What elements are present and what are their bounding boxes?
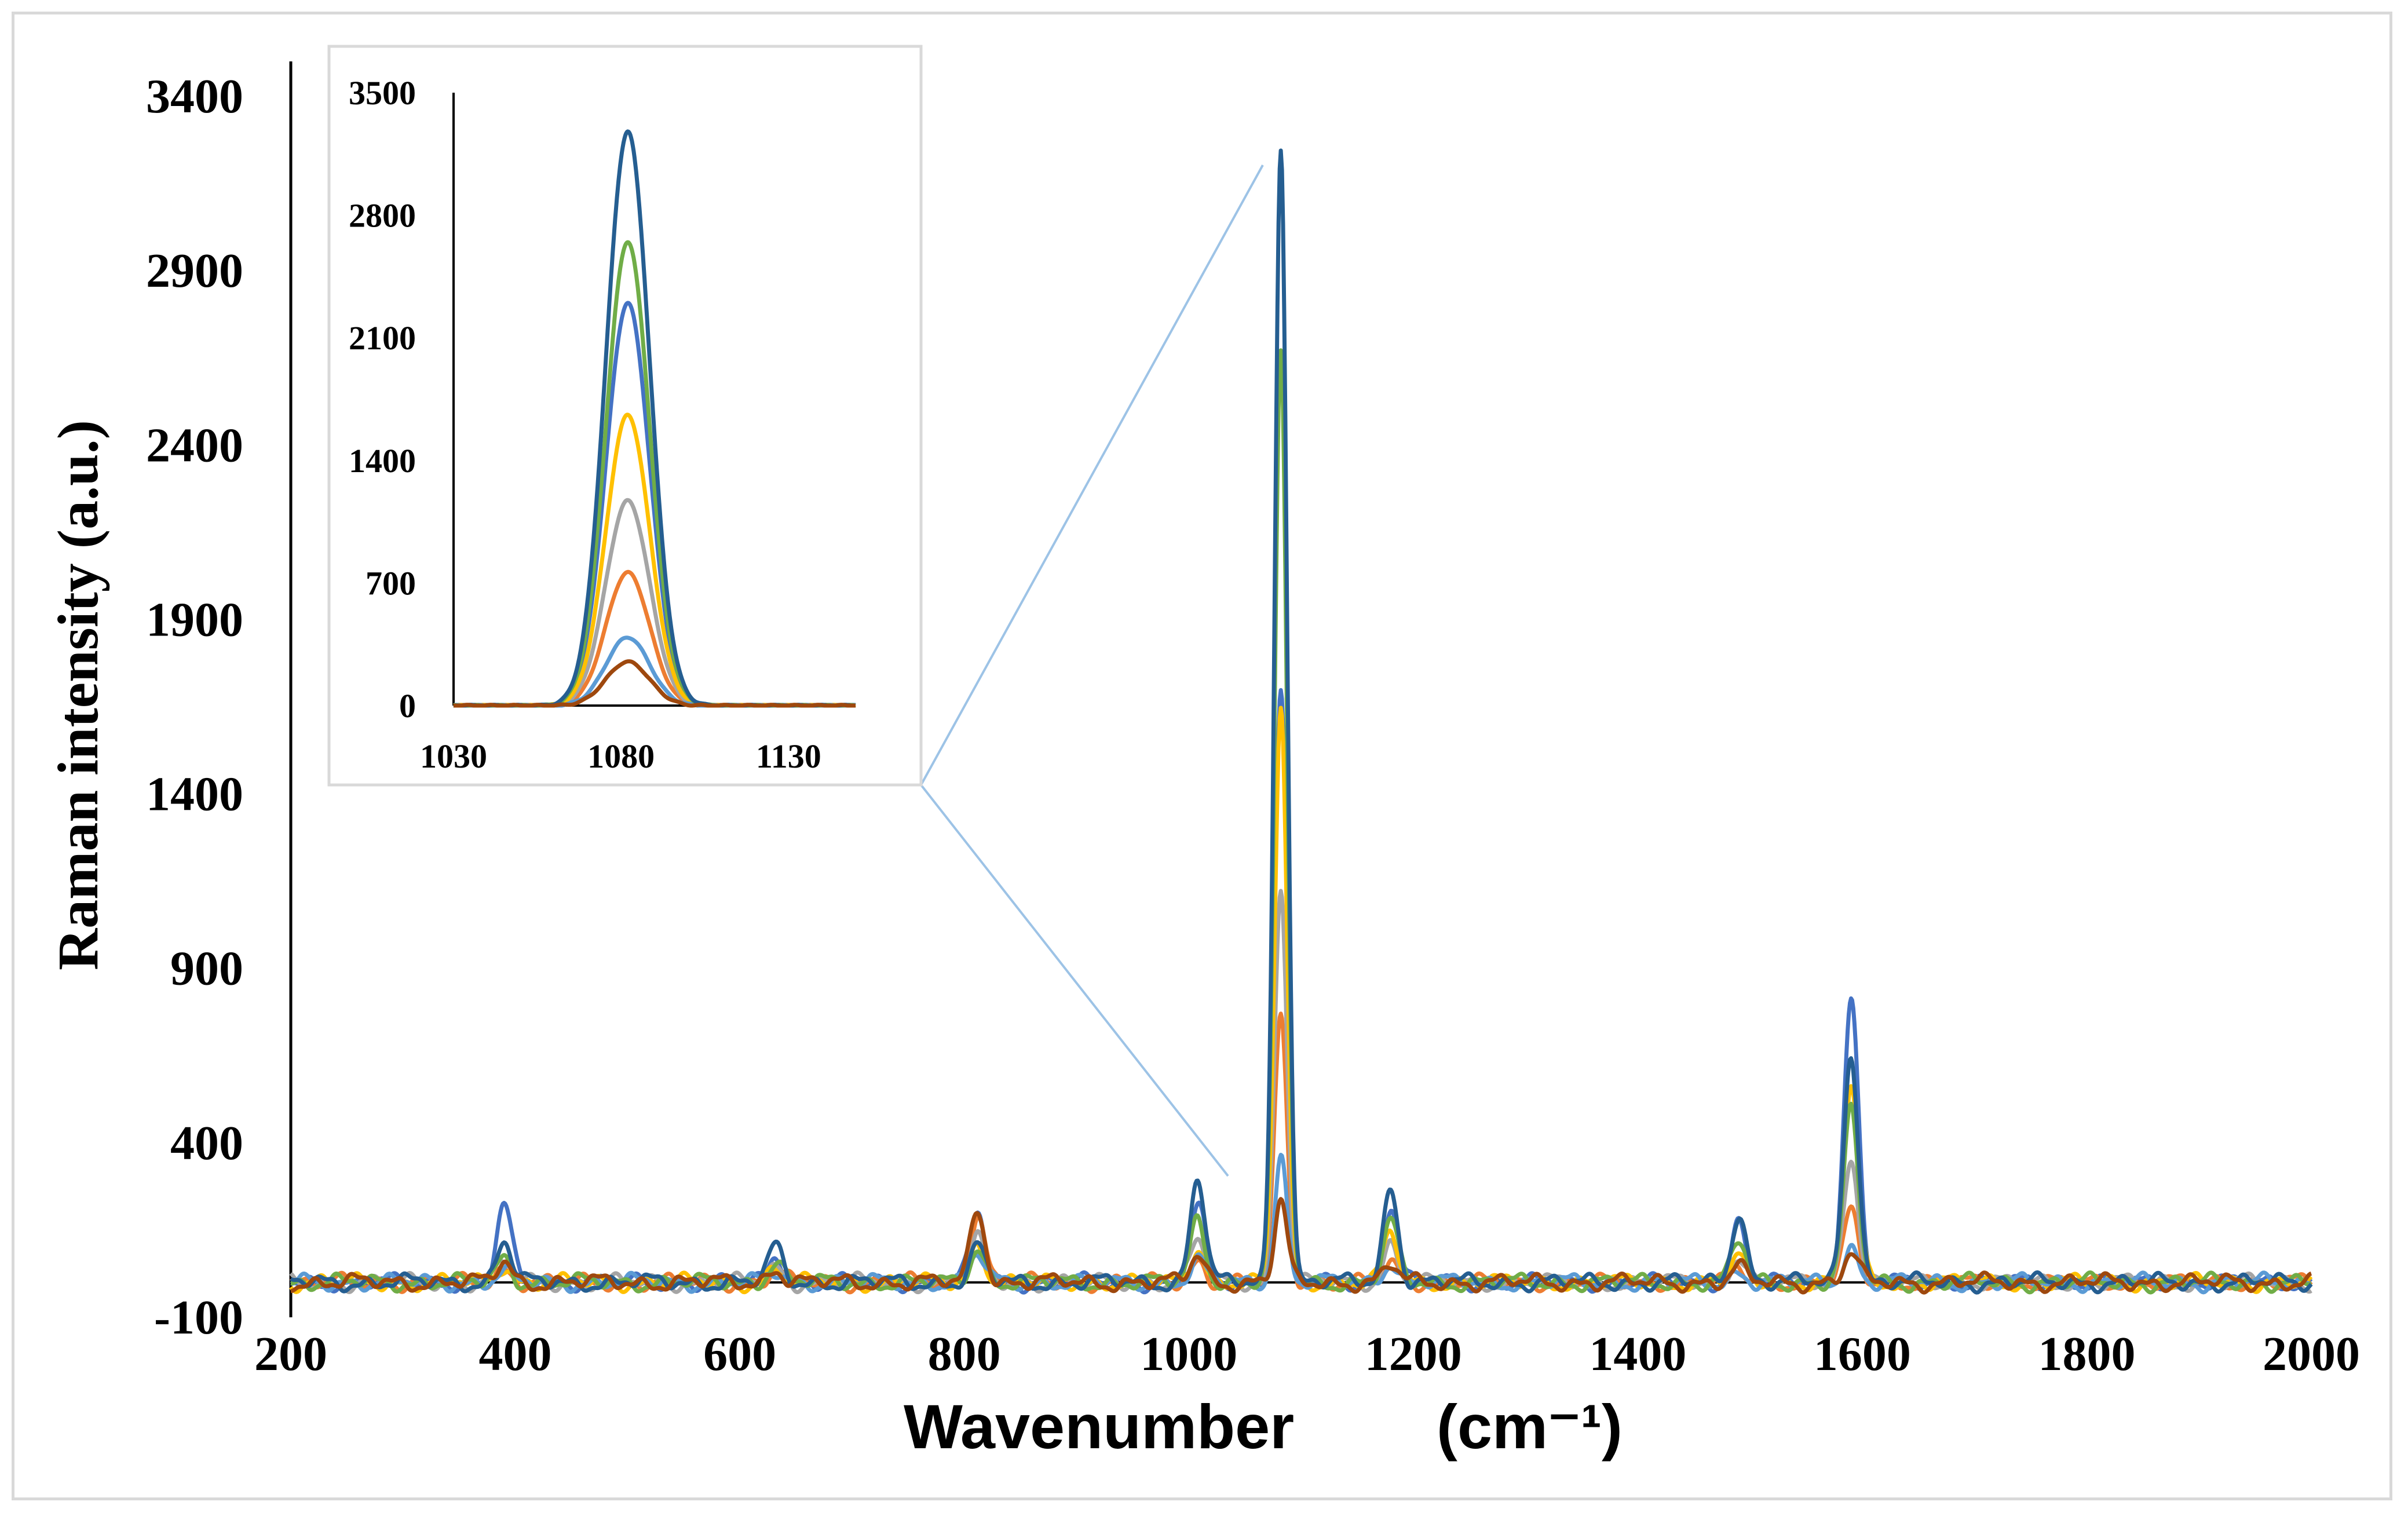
series-line-s2 [290,1011,2313,1295]
main-series [289,148,2313,1295]
inset-ticks: 1030 1080 1130 0 700 1400 2100 2800 3500 [349,74,821,775]
y-tick-label: 2400 [146,418,243,472]
x-tick-label: 200 [254,1327,327,1381]
x-tick-label: 1800 [2038,1327,2135,1381]
y-tick-label: 1400 [146,768,243,821]
inset-series [452,129,857,708]
main-ticks: 200 400 600 800 1000 1200 1400 1600 1800 2000 -100… [146,70,2360,1381]
x-tick-label: 800 [928,1327,1001,1381]
inset-x-tick-label: 1030 [420,737,487,775]
x-axis-label: Wavenumber [904,1391,1294,1462]
zoom-connector-upper [920,165,1264,786]
series-line-s3 [289,889,2312,1295]
x-tick-label: 1200 [1365,1327,1462,1381]
series-line-s8 [290,1197,2312,1295]
x-tick-label: 1000 [1140,1327,1237,1381]
inset-y-tick-label: 1400 [349,442,416,480]
x-tick-label: 2000 [2263,1327,2360,1381]
x-tick-label: 1400 [1589,1327,1686,1381]
x-axis-unit: (cm⁻¹) [1437,1391,1623,1462]
y-tick-label: 1900 [146,593,243,646]
inset-x-tick-label: 1130 [756,737,821,775]
zoom-connector-lower [920,784,1229,1177]
x-tick-label: 600 [703,1327,776,1381]
y-tick-label: -100 [154,1291,243,1345]
y-axis-label: Raman intensity (a.u.) [46,420,110,970]
inset-y-tick-label: 2800 [349,197,416,235]
inset-series-line-s8 [452,659,857,708]
y-tick-label: 400 [170,1116,243,1170]
x-tick-label: 400 [479,1327,552,1381]
y-tick-label: 900 [170,942,243,996]
x-tick-label: 1600 [1814,1327,1911,1381]
series-line-s4 [289,706,2313,1295]
inset-y-tick-label: 0 [399,687,416,725]
inset-y-tick-label: 700 [366,564,416,602]
inset-y-tick-label: 3500 [349,74,416,112]
y-tick-label: 3400 [146,70,243,123]
y-tick-label: 2900 [146,244,243,298]
inset-y-tick-label: 2100 [349,319,416,357]
inset-x-tick-label: 1080 [587,737,655,775]
